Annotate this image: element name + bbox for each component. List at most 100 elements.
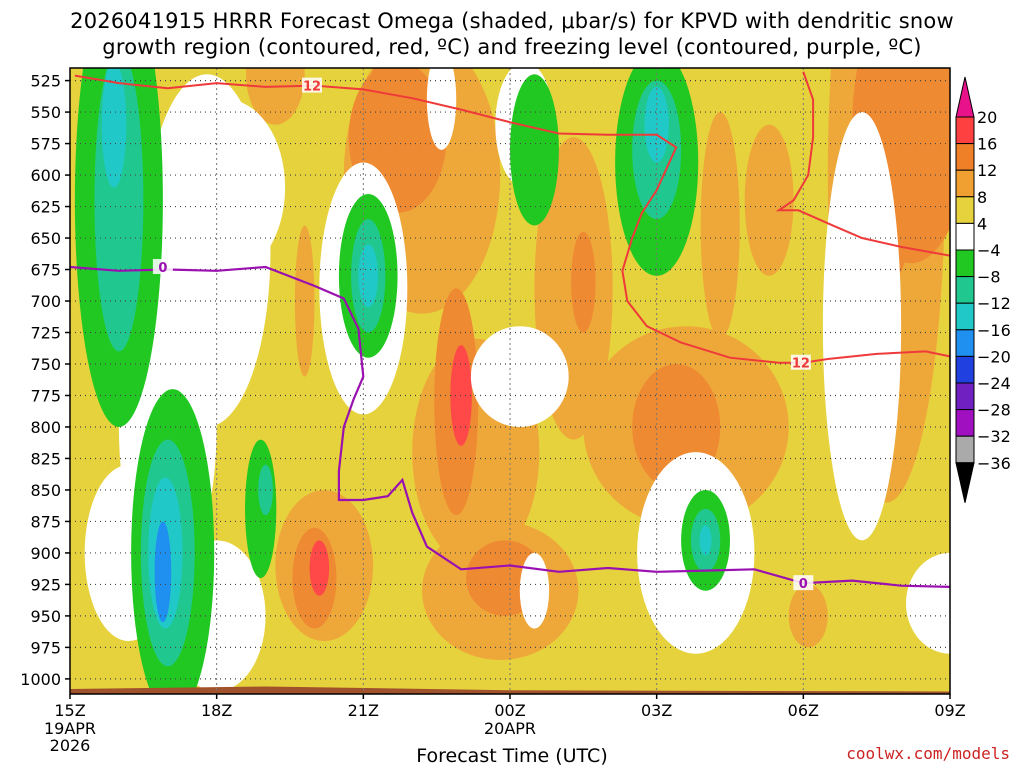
omega-shaded-region (571, 231, 596, 333)
x-tick-sublabel: 19APR (44, 719, 96, 738)
dgz-contour-line (775, 71, 950, 257)
colorbar-segment (955, 143, 975, 171)
chart-title-line-1: 2026041915 HRRR Forecast Omega (shaded, … (70, 9, 954, 33)
colorbar-segment (955, 302, 975, 331)
y-tick-label: 1000 (20, 670, 61, 689)
y-tick-label: 700 (30, 292, 61, 311)
x-tick-label: 06Z (788, 701, 819, 720)
colorbar-segment (955, 222, 975, 251)
omega-shaded-region (358, 244, 378, 308)
y-tick-label: 975 (30, 638, 61, 657)
omega-shaded-region (510, 74, 559, 226)
contour-label-bg (793, 575, 814, 591)
colorbar-label: 8 (977, 188, 987, 207)
source-credit: coolwx.com/models (846, 744, 1010, 763)
contour-label-text: 12 (792, 357, 810, 372)
omega-shaded-region (246, 68, 305, 125)
x-tick-label: 18Z (201, 701, 232, 720)
colorbar-bottom-arrow (955, 462, 975, 503)
colorbar-label: 20 (977, 108, 997, 127)
contour-label-bg (302, 77, 322, 93)
omega-shaded-region (154, 521, 172, 623)
contour-label-text: 0 (799, 577, 808, 592)
x-tick-label: 21Z (348, 701, 379, 720)
colorbar-segment (955, 116, 975, 145)
colorbar-label: −16 (977, 321, 1011, 340)
y-tick-label: 850 (30, 481, 61, 500)
omega-shaded-region (470, 326, 569, 427)
y-tick-label: 625 (30, 198, 61, 217)
y-tick-label: 900 (30, 544, 61, 563)
omega-shaded-region (700, 112, 740, 339)
x-axis-title: Forecast Time (UTC) (416, 745, 608, 767)
omega-shaded-region (309, 540, 330, 596)
y-tick-label: 950 (30, 607, 61, 626)
y-tick-label: 725 (30, 324, 61, 343)
colorbar-segment (955, 435, 975, 464)
y-tick-label: 800 (30, 418, 61, 437)
dgz-contour-line (74, 74, 950, 364)
y-tick-label: 775 (30, 386, 61, 405)
omega-shaded-region (822, 112, 902, 541)
omega-shaded-region (744, 124, 794, 276)
dgz-contour-label: 12 (302, 77, 322, 95)
omega-shaded-region (788, 584, 828, 648)
colorbar-label: −12 (977, 294, 1011, 313)
colorbar-segment (955, 382, 975, 411)
colorbar-segment (955, 276, 975, 304)
colorbar-label: −28 (977, 401, 1011, 420)
colorbar-segment (955, 249, 975, 278)
colorbar-label: 16 (977, 135, 997, 154)
colorbar-label: 4 (977, 214, 987, 233)
contour-label-bg (152, 259, 173, 275)
y-tick-label: 550 (30, 103, 61, 122)
y-tick-label: 875 (30, 512, 61, 531)
x-tick-label: 09Z (934, 701, 965, 720)
x-tick-sublabel: 2026 (50, 736, 91, 755)
colorbar-label: −24 (977, 374, 1011, 393)
colorbar-label: −36 (977, 454, 1011, 473)
contour-label-bg (790, 354, 811, 370)
omega-shaded-region (450, 345, 472, 446)
colorbar-label: −32 (977, 427, 1011, 446)
colorbar-segment (955, 409, 975, 437)
x-tick-label: 15Z (54, 701, 85, 720)
freezing-level-label: 0 (152, 259, 173, 276)
colorbar-label: −4 (977, 241, 1001, 260)
y-tick-label: 600 (30, 166, 61, 185)
y-tick-label: 675 (30, 261, 61, 280)
omega-shaded-region (915, 68, 950, 125)
colorbar-label: −8 (977, 268, 1001, 287)
colorbar-segment (955, 169, 975, 198)
colorbar-label: 12 (977, 161, 997, 180)
omega-shaded-region (699, 525, 712, 556)
chart-title-line-2: growth region (contoured, red, ºC) and f… (102, 35, 922, 59)
omega-shaded-region (426, 68, 457, 150)
x-tick-label: 00Z (494, 701, 525, 720)
y-tick-label: 525 (30, 72, 61, 91)
omega-shaded-region (294, 225, 315, 377)
contour-label-text: 12 (303, 80, 321, 95)
colorbar-segment (955, 329, 975, 357)
colorbar-label: −20 (977, 347, 1011, 366)
x-tick-label: 03Z (641, 701, 672, 720)
y-tick-label: 650 (30, 229, 61, 248)
colorbar-top-arrow (955, 76, 975, 118)
omega-shaded-region (519, 552, 550, 629)
y-tick-label: 925 (30, 575, 61, 594)
dgz-contour-label: 12 (790, 354, 811, 372)
colorbar-segment (955, 355, 975, 384)
y-tick-label: 750 (30, 355, 61, 374)
y-tick-label: 575 (30, 135, 61, 154)
ground-surface (70, 686, 950, 694)
y-tick-label: 825 (30, 449, 61, 468)
omega-shaded-region (906, 552, 950, 654)
freezing-level-contour (70, 265, 950, 588)
omega-shaded-region (245, 439, 277, 579)
x-tick-sublabel: 20APR (484, 719, 536, 738)
contour-label-text: 0 (158, 261, 167, 276)
omega-shaded-region (101, 68, 127, 188)
freezing-level-label: 0 (793, 575, 814, 592)
colorbar-segment (955, 196, 975, 224)
